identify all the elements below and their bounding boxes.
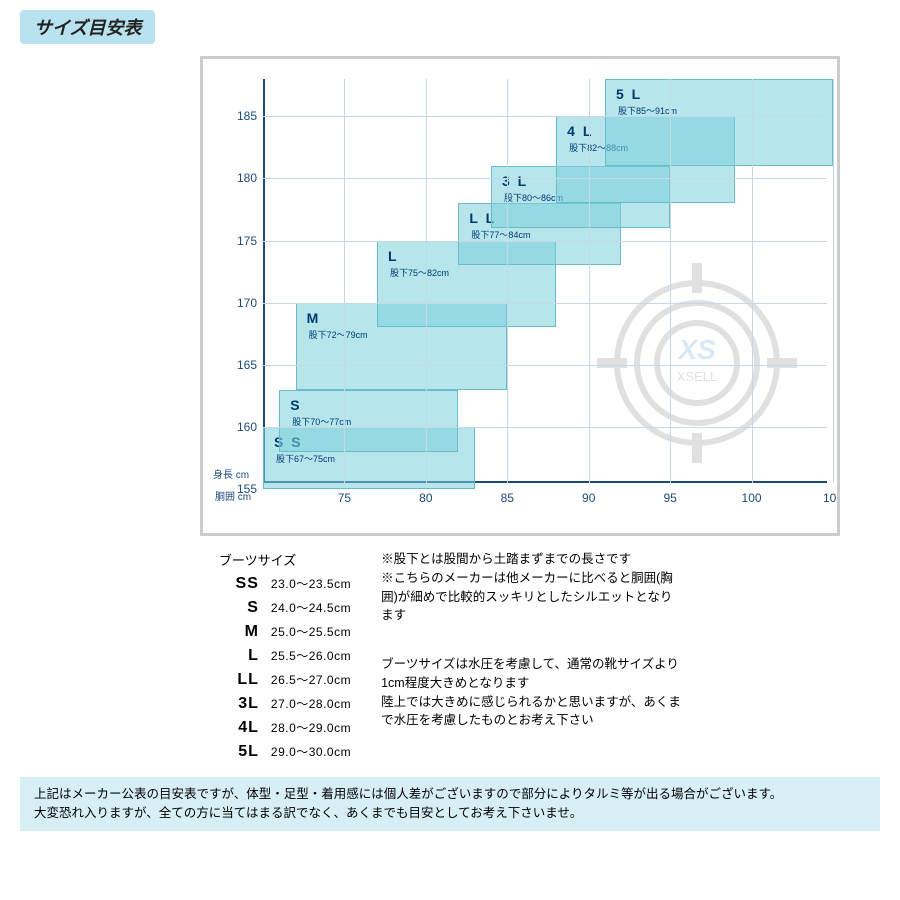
boots-size-label: 4L — [219, 719, 259, 737]
boots-range: 27.0～28.0cm — [271, 695, 351, 712]
size-box-inseam: 股下70～77cm — [292, 415, 457, 428]
boots-range: 23.0～23.5cm — [271, 575, 351, 592]
footer-disclaimer: 上記はメーカー公表の目安表ですが、体型・足型・着用感には個人差がございますので部… — [20, 777, 880, 831]
x-gridline — [507, 79, 508, 483]
x-tick-label: 80 — [419, 491, 432, 505]
x-tick-label: 105 — [823, 491, 840, 505]
boots-row: 4L 28.0～29.0cm — [219, 719, 351, 737]
y-tick-label: 165 — [219, 358, 257, 372]
x-gridline — [670, 79, 671, 483]
x-tick-label: 95 — [663, 491, 676, 505]
boots-size-label: LL — [219, 671, 259, 689]
y-tick-label: 170 — [219, 296, 257, 310]
boots-range: 29.0～30.0cm — [271, 743, 351, 760]
y-tick-label: 175 — [219, 234, 257, 248]
boots-range: 25.5～26.0cm — [271, 647, 351, 664]
y-gridline — [263, 303, 827, 304]
boots-range: 25.0～25.5cm — [271, 623, 351, 640]
note-boots: ブーツサイズは水圧を考慮して、通常の靴サイズより1cm程度大きめとなります陸上で… — [381, 655, 681, 730]
size-box-inseam: 股下67～75cm — [276, 452, 474, 465]
boots-row: SS 23.0～23.5cm — [219, 575, 351, 593]
y-gridline — [263, 178, 827, 179]
boots-row: L 25.5～26.0cm — [219, 647, 351, 665]
boots-size-label: L — [219, 647, 259, 665]
plot-area: S S股下67～75cmS股下70～77cmM股下72～79cmL股下75～82… — [263, 79, 827, 483]
size-box-inseam: 股下77～84cm — [471, 228, 620, 241]
size-box-5l: 5 L 股下85～91cm — [605, 79, 833, 166]
x-gridline — [833, 79, 834, 483]
size-box-label: 5 L — [616, 86, 832, 102]
boots-row: LL 26.5～27.0cm — [219, 671, 351, 689]
boots-size-label: M — [219, 623, 259, 641]
y-tick-label: 155 — [219, 482, 257, 496]
y-gridline — [263, 116, 827, 117]
notes-column: ※股下とは股間から土踏まずまでの長さです※こちらのメーカーは他メーカーに比べると… — [381, 550, 681, 767]
page-title: サイズ目安表 — [20, 10, 155, 44]
boots-row: M 25.0～25.5cm — [219, 623, 351, 641]
x-tick-label: 90 — [582, 491, 595, 505]
y-tick-label: 185 — [219, 109, 257, 123]
boots-size-label: SS — [219, 575, 259, 593]
size-box-label: S — [290, 397, 457, 413]
size-chart: 身長 cm 胴囲 cm S S股下67～75cmS股下70～77cmM股下72～… — [200, 56, 840, 536]
boots-size-label: 5L — [219, 743, 259, 761]
size-box-inseam: 股下72～79cm — [309, 328, 507, 341]
boots-row: 3L 27.0～28.0cm — [219, 695, 351, 713]
boots-size-table: ブーツサイズ SS 23.0～23.5cm S 24.0～24.5cm M 25.0～25… — [219, 550, 351, 767]
y-axis-title: 身長 cm — [213, 466, 249, 481]
size-box-inseam: 股下85～91cm — [618, 104, 832, 117]
y-gridline — [263, 365, 827, 366]
y-gridline — [263, 427, 827, 428]
boots-title: ブーツサイズ — [219, 550, 351, 569]
note-inseam: ※股下とは股間から土踏まずまでの長さです※こちらのメーカーは他メーカーに比べると… — [381, 550, 681, 625]
x-tick-label: 100 — [742, 491, 762, 505]
size-box-s: S 股下70～77cm — [279, 390, 458, 452]
x-gridline — [589, 79, 590, 483]
y-gridline — [263, 241, 827, 242]
boots-range: 28.0～29.0cm — [271, 719, 351, 736]
x-tick-label: 85 — [501, 491, 514, 505]
boots-size-label: 3L — [219, 695, 259, 713]
x-gridline — [752, 79, 753, 483]
boots-row: 5L 29.0～30.0cm — [219, 743, 351, 761]
boots-range: 26.5～27.0cm — [271, 671, 351, 688]
boots-range: 24.0～24.5cm — [271, 599, 351, 616]
y-tick-label: 160 — [219, 420, 257, 434]
y-tick-label: 180 — [219, 171, 257, 185]
x-gridline — [344, 79, 345, 483]
boots-row: S 24.0～24.5cm — [219, 599, 351, 617]
x-tick-label: 75 — [338, 491, 351, 505]
boots-size-label: S — [219, 599, 259, 617]
size-box-inseam: 股下75～82cm — [390, 266, 555, 279]
x-gridline — [426, 79, 427, 483]
